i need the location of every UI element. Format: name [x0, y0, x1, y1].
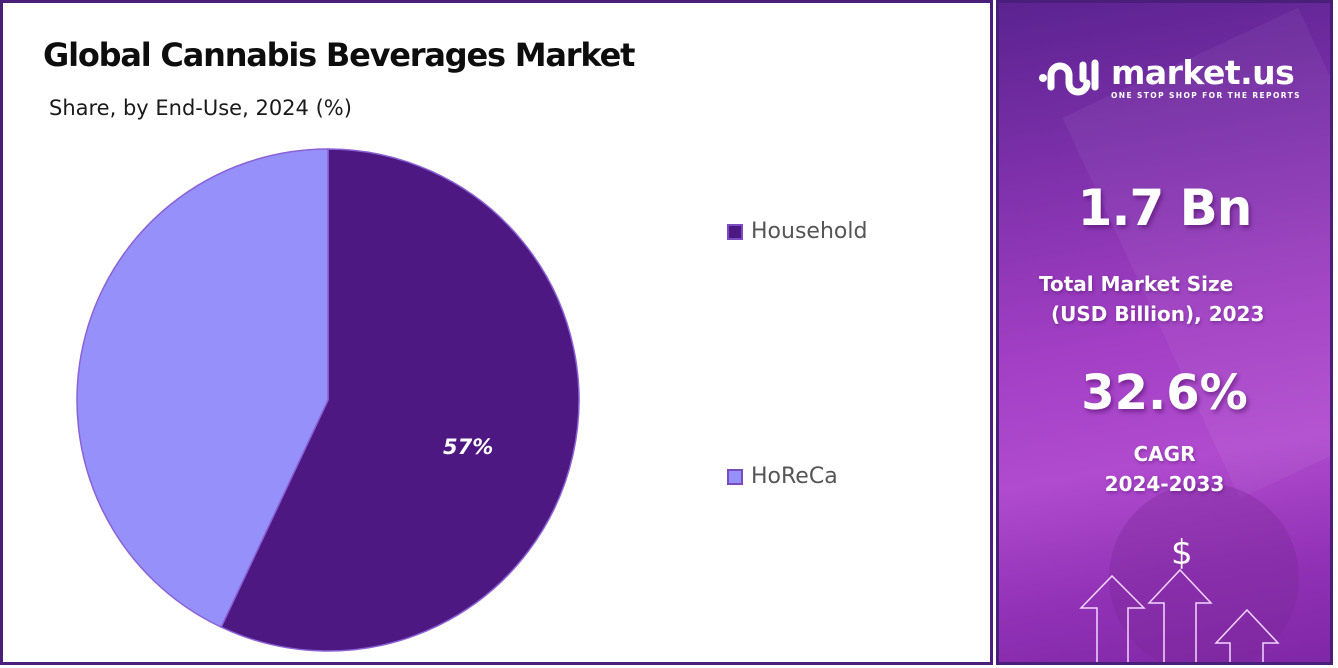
pie-slice-horeca[interactable] [76, 148, 329, 629]
household-share-label: 57% [443, 435, 494, 459]
chart-subtitle: Share, by End-Use, 2024 (%) [49, 96, 352, 120]
summary-sidebar: market.us ONE STOP SHOP FOR THE REPORTS … [996, 0, 1333, 665]
growth-arrows-icon [1079, 568, 1280, 662]
pie-svg [76, 148, 580, 652]
market-size-value: 1.7 Bn [1077, 179, 1253, 237]
legend-item-household[interactable]: Household [727, 219, 867, 244]
market-us-logo-icon [1039, 59, 1099, 96]
brand-tagline: ONE STOP SHOP FOR THE REPORTS [1111, 91, 1301, 100]
legend-swatch-horeca [727, 468, 743, 485]
pie-chart: 57% [73, 145, 583, 655]
legend-swatch-household [727, 223, 743, 240]
legend-item-horeca[interactable]: HoReCa [727, 464, 838, 489]
legend-label-horeca: HoReCa [751, 464, 838, 489]
legend-label-household: Household [751, 219, 868, 244]
chart-title: Global Cannabis Beverages Market [43, 36, 635, 74]
cagr-label-line1: CAGR [1133, 442, 1196, 466]
chart-panel: Global Cannabis Beverages Market Share, … [0, 0, 993, 665]
cagr-label-line2: 2024-2033 [1104, 472, 1225, 496]
market-size-label-line2: (USD Billion), 2023 [1051, 302, 1265, 326]
pie-slice-household[interactable] [220, 148, 580, 652]
brand-name: market.us [1111, 53, 1295, 92]
dollar-icon: $ [1171, 533, 1193, 573]
cagr-value: 32.6% [1081, 365, 1248, 421]
brand-logo[interactable]: market.us ONE STOP SHOP FOR THE REPORTS [1037, 53, 1301, 103]
market-size-label-line1: Total Market Size [1039, 272, 1234, 296]
